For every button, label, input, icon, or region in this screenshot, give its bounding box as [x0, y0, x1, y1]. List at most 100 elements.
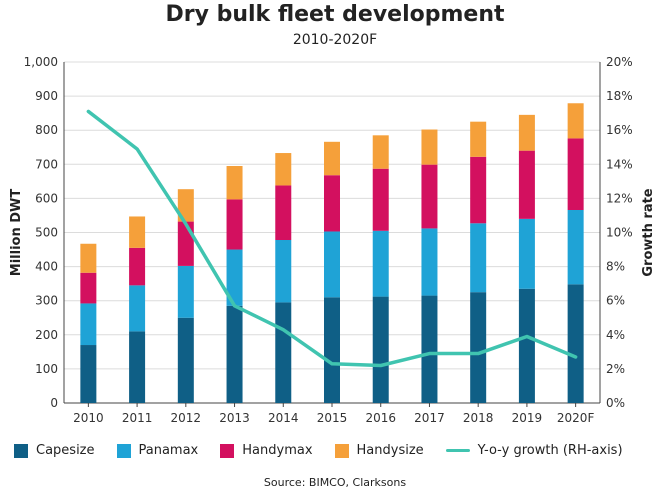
- bar-handysize: [324, 141, 340, 176]
- legend-item-handymax: Handymax: [220, 443, 313, 458]
- bar-panamax: [470, 223, 487, 293]
- y2-tick-label: 14%: [606, 157, 633, 171]
- y2-axis-label: Growth rate: [641, 188, 656, 276]
- bar-panamax: [80, 303, 97, 346]
- bar-handysize: [518, 114, 535, 151]
- bar-panamax: [518, 218, 535, 289]
- legend-label-capesize: Capesize: [36, 443, 95, 458]
- x-tick-label: 2010: [73, 411, 104, 425]
- legend-item-panamax: Panamax: [116, 443, 199, 458]
- y-tick-label: 600: [35, 191, 58, 205]
- y2-tick-label: 16%: [606, 123, 633, 137]
- x-tick-label: 2014: [268, 411, 299, 425]
- bar-handysize: [177, 189, 194, 222]
- y2-tick-label: 8%: [606, 260, 625, 274]
- x-tick-label: 2011: [122, 411, 153, 425]
- legend-label-handysize: Handysize: [356, 443, 424, 458]
- bar-capesize: [470, 292, 487, 403]
- bar-capesize: [567, 284, 584, 403]
- bar-handymax: [129, 247, 146, 286]
- legend-swatch-growth: [445, 449, 470, 452]
- y2-tick-label: 10%: [606, 226, 633, 240]
- bar-capesize: [129, 331, 146, 403]
- legend-label-growth: Y-o-y growth (RH-axis): [477, 443, 623, 458]
- bar-capesize: [80, 345, 97, 403]
- bar-handysize: [421, 129, 438, 165]
- x-tick-label: 2019: [512, 411, 543, 425]
- bar-handysize: [226, 166, 243, 200]
- bar-capesize: [421, 295, 438, 403]
- y-tick-label: 100: [35, 362, 58, 376]
- y-tick-label: 700: [35, 157, 58, 171]
- x-tick-label: 2015: [317, 411, 348, 425]
- y-tick-label: 200: [35, 328, 58, 342]
- legend-swatch-handymax: [220, 443, 235, 458]
- legend-swatch-handysize: [334, 443, 349, 458]
- y-axis-label: Million DWT: [9, 189, 24, 277]
- bar-handymax: [324, 175, 340, 232]
- y-tick-label: 400: [35, 260, 58, 274]
- x-tick-label: 2020F: [557, 411, 595, 425]
- bar-handysize: [129, 216, 146, 248]
- x-tick-label: 2012: [171, 411, 202, 425]
- bar-handymax: [470, 156, 487, 224]
- y2-tick-label: 18%: [606, 89, 633, 103]
- legend-item-handysize: Handysize: [334, 443, 424, 458]
- x-tick-label: 2017: [414, 411, 445, 425]
- bar-handymax: [275, 185, 292, 241]
- legend-item-capesize: Capesize: [14, 443, 95, 458]
- bar-handymax: [372, 168, 389, 231]
- bar-capesize: [324, 297, 340, 403]
- y-tick-label: 500: [35, 226, 58, 240]
- y2-tick-label: 4%: [606, 328, 625, 342]
- bar-capesize: [275, 302, 292, 403]
- bar-handymax: [226, 199, 243, 250]
- bar-capesize: [177, 317, 194, 403]
- bar-handysize: [567, 103, 584, 139]
- bar-handysize: [80, 243, 97, 273]
- x-tick-label: 2016: [365, 411, 396, 425]
- y-tick-label: 1,000: [24, 55, 58, 69]
- y-tick-label: 300: [35, 294, 58, 308]
- bar-panamax: [275, 240, 292, 303]
- y2-tick-label: 0%: [606, 396, 625, 410]
- y2-tick-label: 6%: [606, 294, 625, 308]
- bar-capesize: [518, 288, 535, 403]
- bar-handymax: [80, 272, 97, 304]
- bar-capesize: [226, 305, 243, 403]
- y-tick-label: 900: [35, 89, 58, 103]
- y2-tick-label: 2%: [606, 362, 625, 376]
- y2-tick-label: 20%: [606, 55, 633, 69]
- bar-panamax: [177, 265, 194, 318]
- y2-tick-label: 12%: [606, 191, 633, 205]
- legend-label-handymax: Handymax: [242, 443, 313, 458]
- bar-capesize: [372, 296, 389, 403]
- legend-item-growth: Y-o-y growth (RH-axis): [445, 443, 623, 458]
- bar-handysize: [470, 121, 487, 157]
- bar-handymax: [567, 138, 584, 210]
- y-tick-label: 0: [50, 396, 58, 410]
- bar-handymax: [177, 221, 194, 266]
- chart-subtitle: 2010-2020F: [292, 32, 378, 48]
- legend-label-panamax: Panamax: [138, 443, 199, 458]
- legend-swatch-panamax: [116, 443, 131, 458]
- bar-panamax: [421, 228, 438, 296]
- bar-handymax: [518, 150, 535, 219]
- growth-line: [86, 109, 578, 368]
- x-tick-label: 2018: [463, 411, 494, 425]
- bar-panamax: [567, 209, 584, 285]
- chart-title: Dry bulk fleet development: [165, 2, 505, 27]
- x-tick-label: 2013: [219, 411, 250, 425]
- bar-panamax: [372, 230, 389, 297]
- bar-panamax: [129, 285, 146, 332]
- legend: Capesize Panamax Handymax Handysize Y-o-…: [14, 443, 645, 458]
- y-tick-label: 800: [35, 123, 58, 137]
- chart-source: Source: BIMCO, Clarksons: [263, 476, 407, 489]
- legend-swatch-capesize: [14, 443, 28, 458]
- bar-handysize: [372, 135, 389, 169]
- bar-panamax: [226, 249, 243, 306]
- bar-panamax: [324, 231, 340, 298]
- bar-handymax: [421, 164, 438, 229]
- bar-handysize: [275, 153, 292, 186]
